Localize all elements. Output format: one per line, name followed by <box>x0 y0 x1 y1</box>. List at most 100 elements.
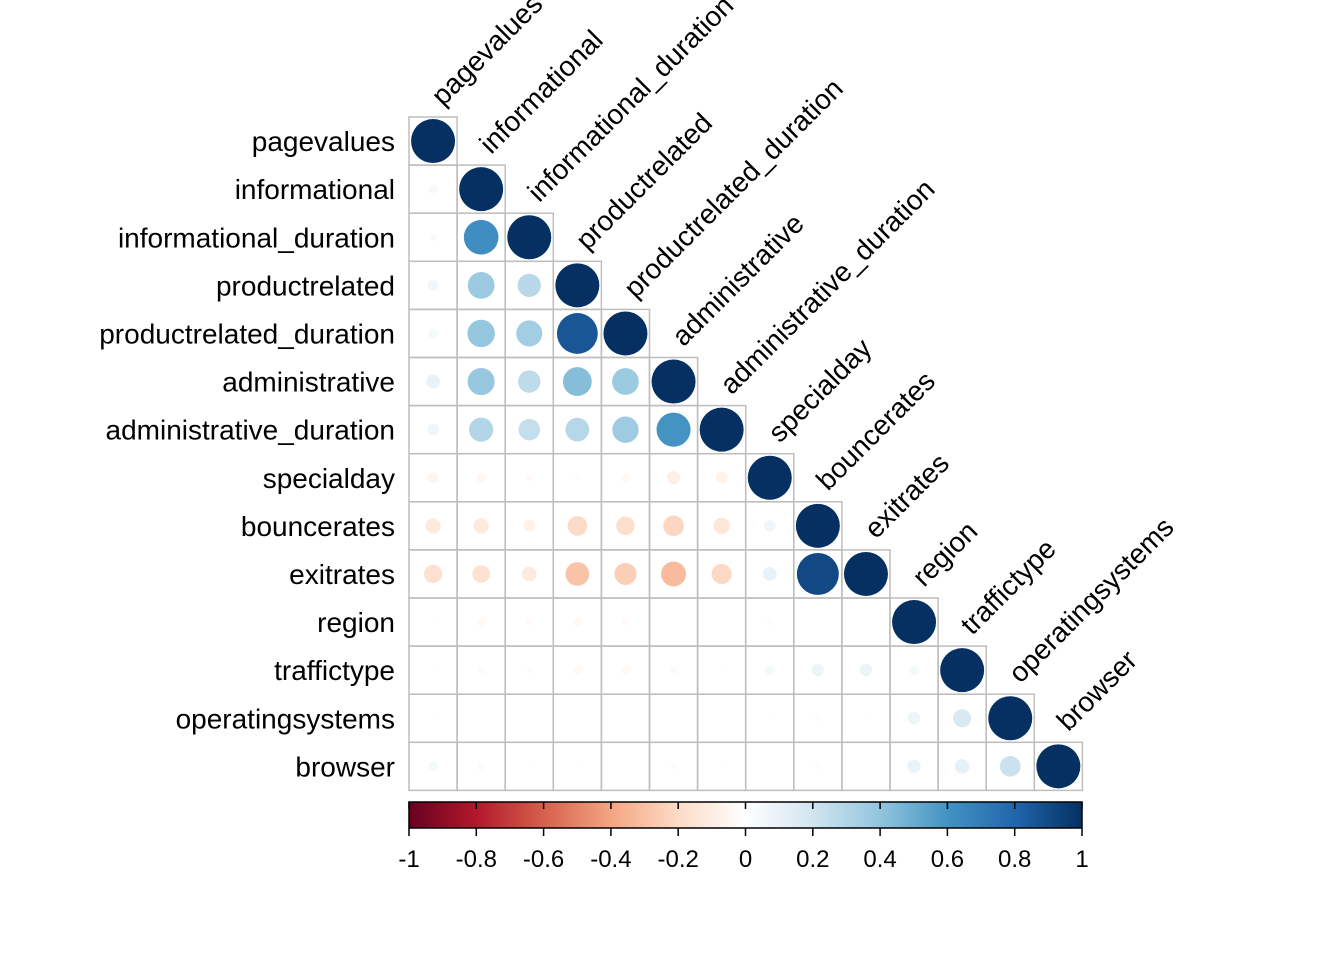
correlation-circle <box>527 764 532 769</box>
row-label: pagevalues <box>252 126 395 157</box>
correlation-circle <box>525 473 534 482</box>
correlation-circle <box>572 665 582 675</box>
correlation-circle <box>814 763 821 770</box>
correlation-circle <box>719 764 724 769</box>
color-bar-tick-label: 0.6 <box>931 846 964 873</box>
correlation-circle <box>814 715 821 722</box>
correlation-circle <box>766 618 773 626</box>
row-label: traffictype <box>274 655 395 686</box>
grid-cell <box>600 741 651 792</box>
correlation-circle <box>663 515 684 537</box>
row-label: specialday <box>263 463 395 494</box>
correlation-circle <box>843 551 888 596</box>
correlation-circle <box>517 273 541 297</box>
correlation-circle <box>525 618 534 626</box>
row-label: browser <box>295 751 395 782</box>
correlation-circle <box>463 219 499 255</box>
correlation-circle <box>603 311 648 356</box>
color-bar-tick-label: -0.8 <box>456 846 497 873</box>
correlation-circle <box>713 517 730 535</box>
correlation-circle <box>999 756 1021 777</box>
column-label: region <box>906 515 983 592</box>
correlation-circle <box>467 319 495 348</box>
correlation-circle <box>572 617 582 627</box>
correlation-circle <box>428 328 438 339</box>
color-bar-tick-label: 0 <box>739 846 752 873</box>
grid-cell <box>552 693 603 744</box>
correlation-circle <box>719 667 724 673</box>
correlation-circle <box>747 455 792 500</box>
grid-cell <box>648 597 699 647</box>
correlation-circle <box>859 663 873 677</box>
grid-cell <box>793 597 843 647</box>
grid-cell <box>841 597 891 647</box>
color-bar-tick-label: 0.2 <box>796 846 829 873</box>
correlation-circle <box>423 564 443 584</box>
correlation-circle <box>425 518 441 534</box>
correlation-circle <box>518 370 541 393</box>
correlation-circle <box>427 279 439 291</box>
correlation-circle <box>426 374 441 389</box>
row-label: administrative <box>222 367 395 398</box>
grid-cell <box>456 693 506 744</box>
correlation-circle <box>711 563 732 585</box>
column-labels: pagevaluesinformationalinformational_dur… <box>425 0 1179 737</box>
correlation-circle <box>523 520 536 532</box>
correlation-circle <box>669 666 678 674</box>
correlation-circle <box>565 562 590 586</box>
correlation-circle <box>907 712 921 725</box>
correlation-circle <box>621 473 630 483</box>
color-bar-tick-label: -0.6 <box>523 846 564 873</box>
correlation-circle <box>429 233 437 242</box>
correlation-circle <box>473 518 489 534</box>
correlation-circle <box>863 716 869 721</box>
correlation-circle <box>656 412 691 447</box>
correlation-circle <box>430 619 436 625</box>
color-legend: -1 -0.8 -0.6 -0.4 -0.2 0 0.2 0.4 0.6 0.8 1 <box>398 801 1089 873</box>
grid-cell <box>696 693 747 744</box>
correlation-circle <box>795 503 840 548</box>
correlation-circle <box>762 566 777 581</box>
row-label: bouncerates <box>241 511 395 542</box>
correlation-circle <box>477 666 485 674</box>
row-label: administrative_duration <box>106 415 396 446</box>
correlation-circle <box>651 359 696 404</box>
correlation-circle <box>567 516 588 536</box>
correlation-circle <box>954 759 970 774</box>
correlation-circle <box>988 696 1033 741</box>
correlation-circle <box>428 761 438 772</box>
row-label: productrelated_duration <box>99 318 395 349</box>
correlation-circle <box>907 759 921 773</box>
color-bar-tick-label: 0.8 <box>998 846 1031 873</box>
correlation-circle <box>953 709 972 728</box>
correlation-circle <box>565 417 590 442</box>
correlation-circle <box>472 565 490 583</box>
correlation-circle <box>796 552 839 595</box>
correlation-circle <box>428 184 438 194</box>
correlation-circle <box>575 764 580 769</box>
correlation-circle <box>1036 744 1081 789</box>
grid-cell <box>504 693 555 744</box>
correlation-circle <box>518 418 541 441</box>
grid-cell <box>841 741 891 792</box>
correlation-circle <box>476 617 486 627</box>
grid-cell <box>744 741 795 792</box>
color-bar-tick-label: -1 <box>398 846 419 873</box>
correlation-circle <box>516 320 543 347</box>
color-bar-tick-label: 1 <box>1075 846 1088 873</box>
correlation-circle <box>526 667 533 674</box>
correlation-circle <box>556 313 598 354</box>
correlation-circle <box>666 471 681 485</box>
grid-cell <box>600 693 651 744</box>
correlation-circle <box>614 562 637 585</box>
correlation-circles <box>411 119 1081 789</box>
correlation-circle <box>467 367 495 396</box>
correlation-circle <box>507 215 552 260</box>
correlation-circle <box>427 423 439 436</box>
grid-cell <box>696 597 747 647</box>
correlation-circle <box>811 663 825 677</box>
row-label: region <box>317 607 395 638</box>
row-label: operatingsystems <box>176 703 395 734</box>
correlation-circle <box>909 665 919 676</box>
correlation-circle <box>612 368 639 395</box>
